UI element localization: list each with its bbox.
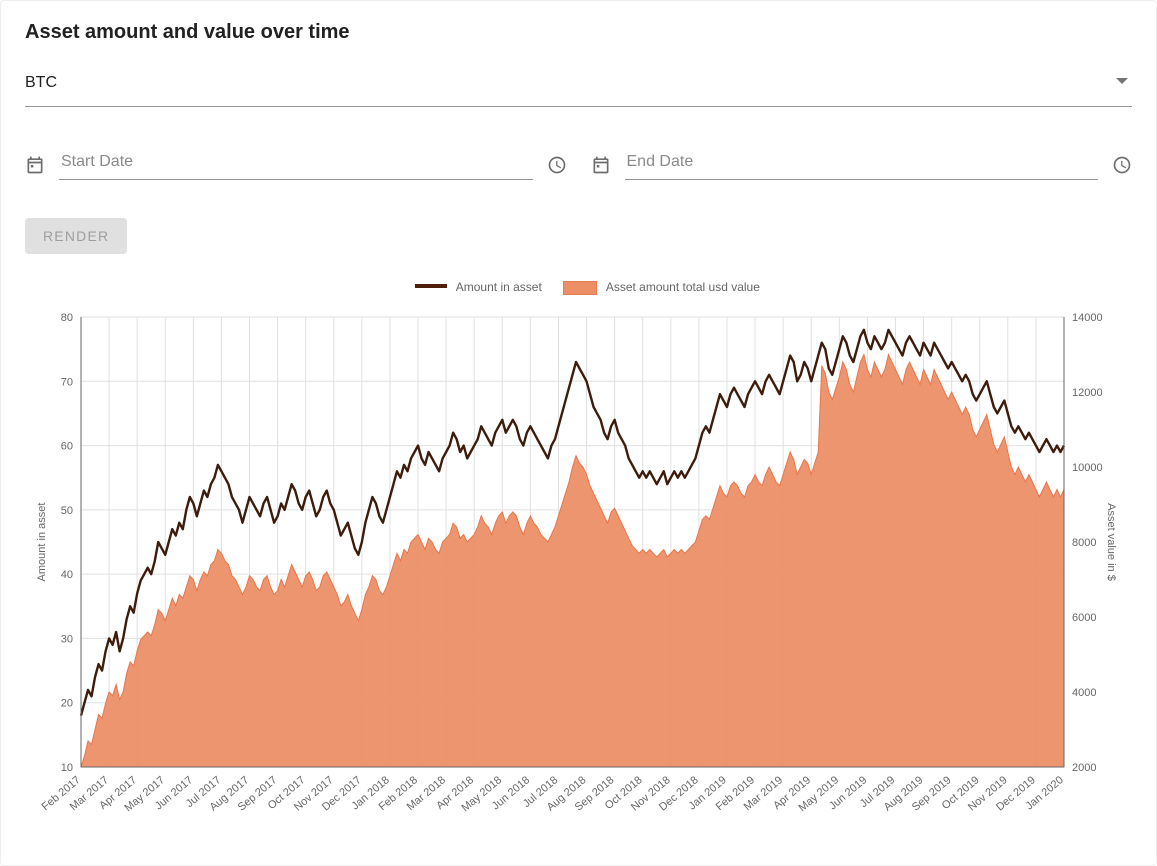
svg-text:Asset value in $: Asset value in $ — [1105, 503, 1117, 581]
svg-text:4000: 4000 — [1072, 687, 1096, 699]
render-button[interactable]: RENDER — [25, 218, 127, 254]
chart-container: Amount in asset Asset amount total usd v… — [25, 280, 1132, 837]
svg-text:30: 30 — [61, 633, 73, 645]
chart-svg: 10 20 30 40 50 60 70 80 2000 4000 6000 8000 10000 120… — [25, 297, 1120, 837]
svg-text:14000: 14000 — [1072, 312, 1103, 324]
start-date-field[interactable]: Start Date — [25, 149, 567, 180]
svg-text:60: 60 — [61, 440, 73, 452]
svg-text:10000: 10000 — [1072, 462, 1103, 474]
svg-text:40: 40 — [61, 569, 73, 581]
page-title: Asset amount and value over time — [25, 21, 1132, 44]
svg-text:6000: 6000 — [1072, 612, 1096, 624]
end-date-field[interactable]: End Date — [591, 149, 1133, 180]
clock-icon — [1112, 155, 1132, 175]
legend-label-line: Amount in asset — [456, 280, 542, 294]
chart-legend: Amount in asset Asset amount total usd v… — [25, 280, 1132, 295]
calendar-icon — [25, 155, 45, 175]
svg-text:20: 20 — [61, 698, 73, 710]
svg-text:70: 70 — [61, 376, 73, 388]
asset-select-value: BTC — [25, 74, 57, 91]
svg-text:80: 80 — [61, 312, 73, 324]
legend-swatch-area — [563, 281, 597, 295]
render-button-label: RENDER — [43, 228, 109, 244]
asset-select[interactable]: BTC — [25, 74, 1132, 107]
svg-text:Amount in asset: Amount in asset — [36, 502, 48, 581]
start-date-placeholder: Start Date — [61, 153, 133, 171]
svg-text:10: 10 — [61, 762, 73, 774]
svg-text:2000: 2000 — [1072, 762, 1096, 774]
end-date-placeholder: End Date — [627, 153, 694, 171]
svg-text:8000: 8000 — [1072, 537, 1096, 549]
svg-text:50: 50 — [61, 505, 73, 517]
legend-swatch-line — [415, 284, 447, 288]
legend-label-area: Asset amount total usd value — [606, 280, 760, 294]
chevron-down-icon — [1116, 78, 1128, 84]
clock-icon — [547, 155, 567, 175]
calendar-icon — [591, 155, 611, 175]
svg-text:12000: 12000 — [1072, 387, 1103, 399]
